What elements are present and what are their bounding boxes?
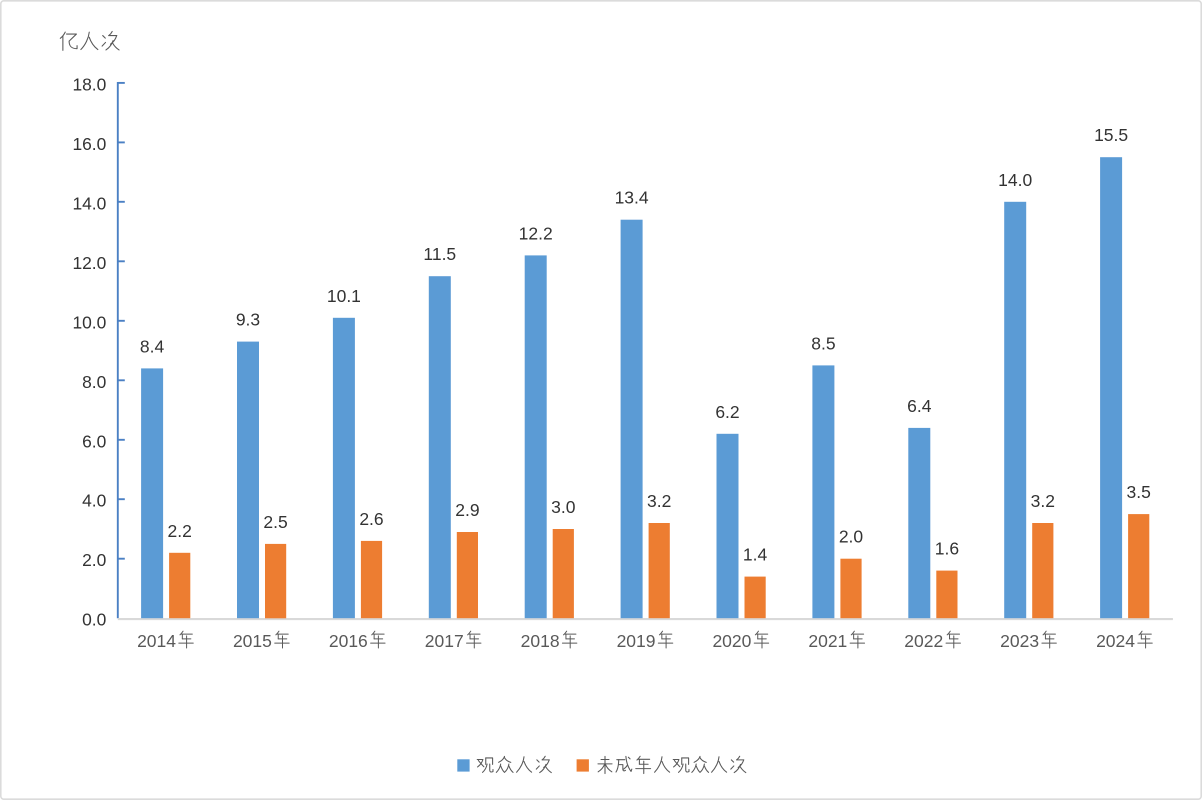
svg-text:13.4: 13.4 (615, 188, 649, 208)
svg-text:2014: 2014 (137, 631, 176, 651)
svg-text:8.4: 8.4 (140, 336, 165, 356)
svg-text:1.4: 1.4 (743, 545, 768, 565)
svg-text:2019: 2019 (617, 631, 656, 651)
svg-text:6.4: 6.4 (907, 396, 932, 416)
svg-text:10.0: 10.0 (72, 312, 106, 332)
svg-text:2018: 2018 (521, 631, 560, 651)
svg-text:2022: 2022 (904, 631, 943, 651)
svg-text:2.6: 2.6 (359, 509, 383, 529)
svg-text:2023: 2023 (1000, 631, 1039, 651)
svg-text:12.0: 12.0 (72, 253, 106, 273)
svg-text:2015: 2015 (233, 631, 272, 651)
svg-text:15.5: 15.5 (1094, 125, 1128, 145)
svg-text:3.5: 3.5 (1127, 482, 1151, 502)
svg-text:4.0: 4.0 (82, 491, 106, 511)
svg-text:8.5: 8.5 (811, 333, 835, 353)
svg-text:14.0: 14.0 (72, 193, 106, 213)
svg-text:3.0: 3.0 (551, 497, 576, 517)
svg-text:2021: 2021 (808, 631, 847, 651)
svg-text:2.2: 2.2 (168, 521, 192, 541)
svg-text:9.3: 9.3 (236, 310, 260, 330)
svg-text:3.2: 3.2 (1031, 491, 1055, 511)
svg-text:2.5: 2.5 (263, 512, 287, 532)
svg-text:2017: 2017 (425, 631, 464, 651)
svg-text:2.0: 2.0 (82, 550, 106, 570)
svg-text:6.0: 6.0 (82, 431, 106, 451)
svg-text:2.9: 2.9 (455, 500, 479, 520)
svg-text:16.0: 16.0 (72, 134, 106, 154)
svg-text:14.0: 14.0 (998, 170, 1032, 190)
svg-text:12.2: 12.2 (519, 223, 553, 243)
svg-text:2016: 2016 (329, 631, 368, 651)
svg-text:11.5: 11.5 (423, 244, 456, 264)
svg-text:2020: 2020 (712, 631, 751, 651)
svg-text:0.0: 0.0 (82, 610, 106, 630)
svg-text:3.2: 3.2 (647, 491, 671, 511)
svg-text:6.2: 6.2 (715, 402, 739, 422)
svg-text:1.6: 1.6 (935, 539, 959, 559)
svg-text:2.0: 2.0 (839, 527, 864, 547)
svg-text:8.0: 8.0 (82, 372, 106, 392)
svg-text:10.1: 10.1 (327, 286, 361, 306)
svg-text:2024: 2024 (1096, 631, 1135, 651)
svg-text:18.0: 18.0 (72, 74, 106, 94)
